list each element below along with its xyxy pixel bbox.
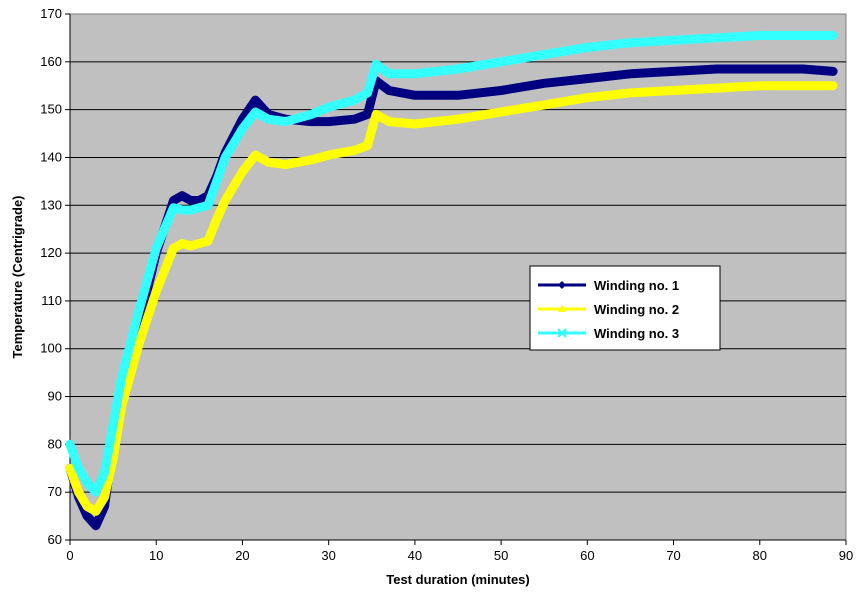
legend-label-1: Winding no. 1 (594, 278, 679, 293)
y-tick-label: 130 (40, 197, 62, 212)
gridlines (70, 61, 846, 493)
y-tick-label: 110 (41, 293, 62, 308)
x-tick-label: 50 (494, 548, 508, 563)
series-group (65, 31, 838, 531)
x-tick-label: 0 (66, 548, 73, 563)
y-tick-label: 160 (40, 54, 62, 69)
legend-marker-3 (557, 328, 567, 338)
x-tick-label: 30 (321, 548, 335, 563)
y-tick-label: 80 (48, 436, 62, 451)
x-tick-label: 60 (580, 548, 594, 563)
y-tick-label: 90 (48, 389, 62, 404)
y-tick-label: 170 (40, 6, 62, 21)
y-tick-label: 120 (40, 245, 62, 260)
y-tick-label: 100 (40, 341, 62, 356)
x-tick-label: 10 (149, 548, 163, 563)
x-tick-label: 20 (235, 548, 249, 563)
y-axis-title: Temperature (Centrigrade) (10, 195, 25, 358)
x-tick-label: 90 (839, 548, 853, 563)
legend-marker-2 (558, 305, 566, 312)
legend-marker-1 (558, 281, 566, 289)
legend: Winding no. 1 Winding no. 2 Winding no. 3 (529, 265, 721, 351)
x-tick-label: 40 (408, 548, 422, 563)
x-tick-label: 70 (666, 548, 680, 563)
y-tick-label: 150 (40, 102, 62, 117)
y-tick-label: 70 (48, 484, 62, 499)
x-axis-title: Test duration (minutes) (386, 572, 529, 587)
series-line-2 (65, 81, 838, 516)
x-axis-ticks: 0 10 20 30 40 50 60 70 80 90 (66, 14, 853, 563)
x-tick-label: 80 (753, 548, 767, 563)
y-tick-label: 140 (40, 149, 62, 164)
y-axis-ticks: 60 70 80 90 100 110 120 130 140 150 160 170 (40, 6, 70, 547)
legend-label-2: Winding no. 2 (594, 302, 679, 317)
y-tick-label: 60 (48, 532, 62, 547)
series-line-3 (65, 31, 838, 497)
legend-label-3: Winding no. 3 (594, 326, 679, 341)
